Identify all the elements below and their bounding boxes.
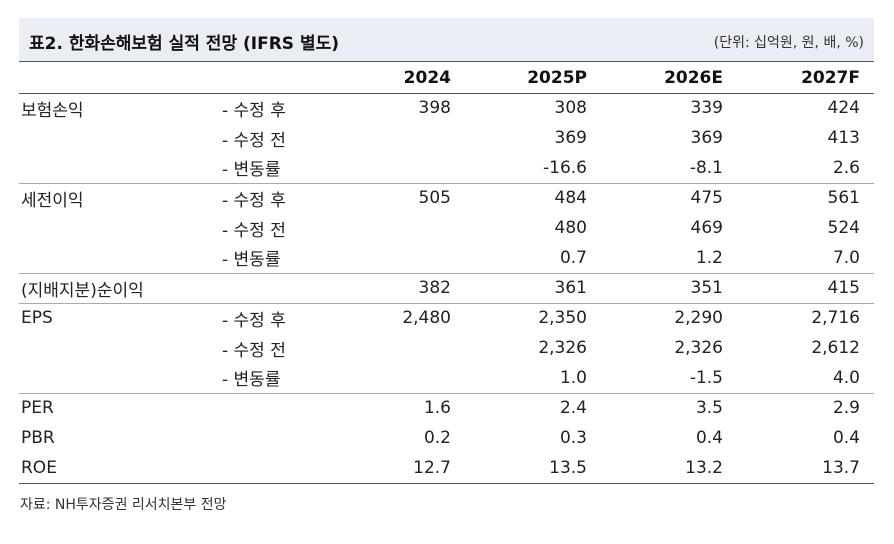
row-label: [19, 153, 214, 183]
cell-value: 413: [827, 128, 860, 148]
row-label: [19, 333, 214, 363]
table-row: 세전이익 - 수정 후 505 484 475 561: [19, 183, 874, 213]
cell-value: [329, 333, 465, 363]
header-blank: [19, 63, 214, 93]
cell-value: 2.6: [832, 157, 860, 178]
table-row: - 수정 전 2,326 2,326 2,612: [19, 333, 874, 363]
cell-value: 2,326: [538, 338, 587, 358]
cell-value: 484: [554, 188, 587, 209]
row-sublabel: - 변동률: [222, 250, 281, 271]
cell-value: 351: [690, 278, 723, 298]
table-row: - 수정 전 480 469 524: [19, 213, 874, 243]
cell-value: 415: [827, 278, 860, 298]
table-row: (지배지분)순이익 382 361 351 415: [19, 273, 874, 303]
table-row: - 변동률 -16.6 -8.1 2.6: [19, 153, 874, 183]
cell-value: 3.5: [695, 398, 723, 419]
cell-value: 369: [554, 128, 587, 148]
row-label: 보험손익: [21, 100, 84, 121]
cell-value: 2,290: [674, 308, 723, 329]
cell-value: 2,326: [674, 338, 723, 358]
cell-value: 424: [827, 98, 860, 119]
row-label: ROE: [21, 457, 57, 478]
cell-value: 7.0: [832, 247, 860, 268]
cell-value: -16.6: [543, 157, 587, 178]
cell-value: 0.4: [695, 428, 723, 448]
source-note: 자료: NH투자증권 리서치본부 전망: [20, 497, 227, 513]
cell-value: 475: [690, 188, 723, 209]
column-header: 2027F: [801, 67, 860, 88]
cell-value: 12.7: [413, 457, 451, 478]
row-label: PER: [21, 398, 54, 419]
cell-value: 561: [827, 188, 860, 209]
row-label: [19, 123, 214, 153]
table-title-bar: 표2. 한화손해보험 실적 전망 (IFRS 별도) (단위: 십억원, 원, …: [19, 18, 874, 62]
row-label: [19, 213, 214, 243]
table-row: PER 1.6 2.4 3.5 2.9: [19, 393, 874, 423]
unit-note: (단위: 십억원, 원, 배, %): [713, 35, 864, 51]
column-header: 2026E: [664, 67, 723, 88]
table-row: 보험손익 - 수정 후 398 308 339 424: [19, 93, 874, 123]
cell-value: 1.0: [559, 367, 587, 388]
cell-value: 480: [554, 218, 587, 238]
cell-value: 1.2: [695, 247, 723, 268]
row-label: (지배지분)순이익: [21, 280, 144, 301]
table-row: ROE 12.7 13.5 13.2 13.7: [19, 453, 874, 483]
header-blank-sub: [214, 63, 329, 93]
row-sublabel: - 변동률: [222, 370, 281, 391]
cell-value: [329, 213, 465, 243]
cell-value: 2,350: [538, 308, 587, 329]
cell-value: 2,480: [402, 308, 451, 329]
row-label: 세전이익: [21, 190, 84, 211]
cell-value: 0.2: [423, 428, 451, 448]
table-row: PBR 0.2 0.3 0.4 0.4: [19, 423, 874, 453]
row-sublabel: - 수정 후: [222, 100, 286, 121]
cell-value: 524: [827, 218, 860, 238]
row-label: [19, 363, 214, 393]
cell-value: -8.1: [689, 157, 723, 178]
cell-value: 505: [418, 188, 451, 209]
cell-value: [329, 123, 465, 153]
row-sublabel: - 수정 후: [222, 310, 286, 331]
cell-value: 339: [690, 98, 723, 119]
cell-value: 2,716: [811, 308, 860, 329]
cell-value: 2,612: [811, 338, 860, 358]
cell-value: 13.7: [822, 457, 860, 478]
row-sublabel: - 수정 전: [222, 340, 286, 361]
cell-value: 13.2: [685, 457, 723, 478]
cell-value: 1.6: [423, 398, 451, 419]
cell-value: 382: [418, 278, 451, 298]
column-header: 2024: [403, 67, 451, 88]
column-header: 2025P: [527, 67, 587, 88]
row-sublabel: - 수정 후: [222, 190, 286, 211]
table-row: EPS - 수정 후 2,480 2,350 2,290 2,716: [19, 303, 874, 333]
row-sublabel: - 수정 전: [222, 220, 286, 241]
cell-value: [329, 243, 465, 273]
cell-value: 308: [554, 98, 587, 119]
table-title: 표2. 한화손해보험 실적 전망 (IFRS 별도): [29, 34, 340, 54]
cell-value: -1.5: [689, 367, 723, 388]
cell-value: 0.7: [559, 247, 587, 268]
cell-value: 2.4: [559, 398, 587, 419]
cell-value: 361: [554, 278, 587, 298]
cell-value: 2.9: [832, 398, 860, 419]
forecast-table: 2024 2025P 2026E 2027F 보험손익 - 수정 후 398 3…: [19, 63, 874, 484]
cell-value: 13.5: [549, 457, 587, 478]
table-row: - 수정 전 369 369 413: [19, 123, 874, 153]
table-row: - 변동률 0.7 1.2 7.0: [19, 243, 874, 273]
cell-value: 0.4: [832, 428, 860, 448]
cell-value: 0.3: [559, 428, 587, 448]
cell-value: 398: [418, 98, 451, 119]
cell-value: 369: [690, 128, 723, 148]
cell-value: 469: [690, 218, 723, 238]
row-sublabel: - 변동률: [222, 160, 281, 181]
row-sublabel: - 수정 전: [222, 130, 286, 151]
row-label: PBR: [21, 428, 55, 448]
cell-value: 4.0: [832, 367, 860, 388]
cell-value: [329, 363, 465, 393]
table-header-row: 2024 2025P 2026E 2027F: [19, 63, 874, 93]
row-label: [19, 243, 214, 273]
cell-value: [329, 153, 465, 183]
table-row: - 변동률 1.0 -1.5 4.0: [19, 363, 874, 393]
row-label: EPS: [21, 308, 53, 329]
